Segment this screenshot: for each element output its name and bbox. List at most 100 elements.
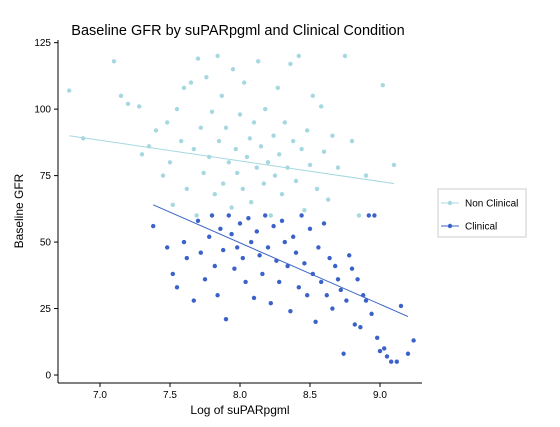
data-point [313, 319, 318, 325]
data-point [258, 144, 264, 149]
data-point [198, 250, 203, 255]
data-point [380, 83, 385, 88]
data-point [335, 165, 341, 170]
x-axis-ticks: 7.0 7.5 8.0 8.5 9.0 [93, 383, 387, 401]
data-point [179, 138, 184, 144]
data-point [204, 75, 209, 80]
y-tick-label: 25 [40, 304, 52, 315]
x-tick-label: 7.0 [93, 390, 107, 401]
data-point [254, 229, 259, 234]
fit-line [152, 204, 409, 317]
data-point [257, 253, 262, 258]
data-point [153, 128, 159, 133]
data-point [207, 234, 212, 239]
data-point [165, 245, 170, 250]
y-tick-label: 75 [40, 171, 52, 182]
data-point [305, 128, 310, 133]
plot-area: 7.0 7.5 8.0 8.5 9.0 0 25 50 75 100 125 [34, 38, 422, 401]
data-point [319, 279, 324, 285]
data-point [209, 213, 215, 218]
data-point [223, 125, 229, 130]
x-tick-label: 8.5 [303, 390, 317, 401]
data-point [377, 348, 383, 354]
data-point [229, 205, 234, 210]
data-point [324, 293, 329, 298]
data-point [319, 104, 324, 109]
data-point [293, 250, 299, 255]
data-point [384, 354, 390, 359]
data-point [296, 53, 301, 59]
data-point [344, 298, 349, 303]
data-point [327, 255, 332, 261]
data-point [321, 221, 327, 226]
x-tick-label: 7.5 [163, 390, 177, 401]
data-point [137, 104, 142, 109]
data-point [254, 165, 259, 170]
data-point [201, 170, 206, 176]
legend-label: Non Clinical [465, 199, 518, 210]
data-point [299, 146, 304, 152]
data-point [212, 192, 217, 197]
data-point [212, 263, 217, 269]
data-point [242, 80, 247, 85]
data-point [233, 146, 238, 152]
data-point [330, 306, 335, 311]
data-point [243, 279, 248, 285]
data-point [202, 277, 208, 282]
data-point [272, 173, 278, 178]
data-point [356, 213, 362, 218]
data-point [181, 239, 187, 245]
data-point [335, 277, 341, 282]
data-point [151, 223, 156, 229]
data-point [188, 80, 194, 85]
data-point [363, 173, 369, 178]
data-point [139, 152, 145, 157]
data-point [251, 295, 257, 301]
data-point [394, 359, 399, 364]
data-point [307, 226, 313, 231]
data-point [363, 298, 369, 303]
data-point [237, 221, 243, 226]
data-point [184, 255, 189, 261]
series-clinical [151, 204, 416, 364]
data-point [296, 285, 301, 290]
data-point [249, 199, 254, 205]
data-point [235, 245, 240, 250]
data-point [349, 266, 355, 271]
data-point [321, 149, 327, 154]
data-point [398, 303, 404, 309]
fit-line [69, 135, 395, 185]
legend-marker [447, 223, 453, 229]
data-point [221, 181, 226, 186]
data-point [232, 266, 237, 271]
data-point [184, 186, 189, 192]
x-tick-label: 9.0 [373, 390, 387, 401]
data-point [230, 67, 236, 72]
data-point [240, 255, 245, 261]
data-point [326, 197, 331, 202]
data-point [271, 223, 276, 229]
data-point [215, 53, 220, 59]
chart-title: Baseline GFR by suPARpgml and Clinical C… [71, 23, 404, 39]
data-point [355, 277, 360, 282]
data-point [391, 162, 397, 168]
data-point [265, 245, 271, 250]
data-point [268, 213, 273, 218]
data-point [279, 192, 285, 197]
data-point [263, 213, 268, 218]
data-point [261, 181, 266, 186]
data-point [165, 120, 170, 125]
data-point [229, 231, 234, 237]
data-point [118, 93, 124, 99]
data-point [310, 93, 315, 99]
legend-label: Clinical [465, 222, 497, 233]
data-point [170, 271, 175, 277]
data-point [302, 207, 307, 213]
data-point [291, 138, 296, 144]
data-point [194, 213, 199, 218]
data-point [411, 338, 416, 343]
data-point [288, 309, 293, 314]
data-point [405, 351, 411, 356]
data-point [342, 53, 348, 59]
